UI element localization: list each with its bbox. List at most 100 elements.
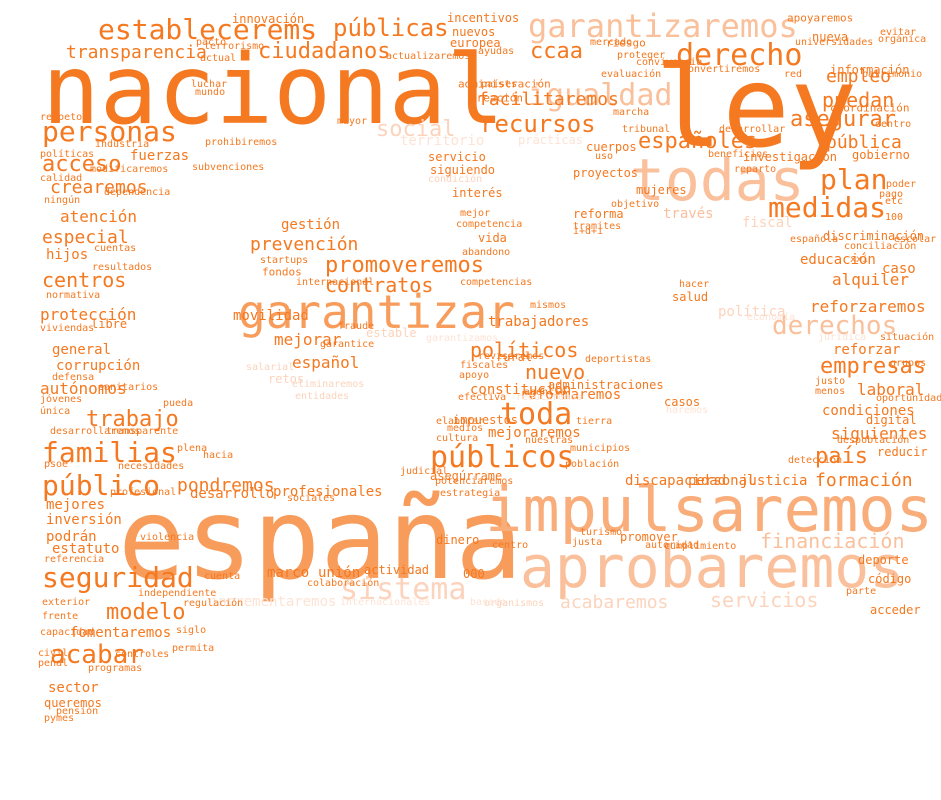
word: coordinación xyxy=(830,101,910,115)
word: tramites xyxy=(573,221,622,232)
word: mejorar xyxy=(274,330,342,349)
word: condición xyxy=(428,174,483,185)
word: dependencia xyxy=(104,187,171,198)
word: reforzar xyxy=(833,342,901,358)
word: mejores xyxy=(46,497,106,513)
word: efectiva xyxy=(458,392,507,403)
word: tierra xyxy=(576,416,613,427)
word: españa xyxy=(118,475,523,605)
word: inversión xyxy=(46,512,122,528)
word: internacionales xyxy=(340,597,431,608)
word: i+d+i xyxy=(573,226,604,237)
word: centros xyxy=(42,268,127,292)
word: europea xyxy=(450,36,501,50)
word: acabaremos xyxy=(560,592,669,613)
word: gobierno xyxy=(852,148,910,162)
word: especial xyxy=(42,227,129,248)
word: respeto xyxy=(40,112,83,123)
word: jóvenes xyxy=(40,394,83,405)
word: controles xyxy=(115,649,170,660)
word: información xyxy=(830,63,910,77)
word: universidades xyxy=(795,37,874,48)
word: ayudas xyxy=(478,46,515,57)
word: transparente xyxy=(106,426,179,437)
word: crearemos xyxy=(50,177,148,198)
word: todas xyxy=(630,146,805,214)
word: promoveremos xyxy=(325,253,484,278)
word: general xyxy=(52,342,112,358)
word: calidad xyxy=(40,173,83,184)
word: objetivo xyxy=(611,199,660,210)
word: política xyxy=(718,304,786,320)
word: modelo xyxy=(106,600,186,625)
word: podrán xyxy=(46,529,97,545)
word: investigación xyxy=(743,150,837,164)
word: marco xyxy=(267,565,310,581)
word: 000 xyxy=(463,567,485,581)
word: desarrollar xyxy=(719,124,786,135)
word: innovación xyxy=(232,12,305,26)
word: salarial xyxy=(246,362,295,373)
word: pensión xyxy=(56,706,99,717)
word: vida xyxy=(478,231,507,245)
word: actividad xyxy=(364,563,430,577)
word: autónomos xyxy=(40,379,127,398)
word: siglo xyxy=(176,625,207,636)
word: formación xyxy=(815,470,913,491)
word: marcha xyxy=(613,107,650,118)
word: permita xyxy=(172,643,215,654)
word: frente xyxy=(42,611,79,622)
word: prevención xyxy=(250,234,359,255)
word: evaluación xyxy=(601,69,662,80)
word: oportunidades xyxy=(876,393,941,404)
word: través xyxy=(663,206,714,222)
word: estatuto xyxy=(52,541,120,557)
word: territorio xyxy=(400,133,485,149)
word: independiente xyxy=(138,588,217,599)
word: jurídica xyxy=(818,332,867,343)
word: situación xyxy=(880,332,935,343)
word: pondremos xyxy=(177,475,275,496)
word: evitar xyxy=(880,27,917,38)
word: centro xyxy=(492,540,529,551)
word: puedan xyxy=(822,88,895,112)
word: desarrollaremos xyxy=(50,426,141,437)
word: nuestras xyxy=(525,435,574,446)
word: regulación xyxy=(183,598,244,609)
word: viviendas xyxy=(40,323,95,334)
word: código xyxy=(868,572,912,586)
word: mercado xyxy=(590,37,633,48)
word: pública xyxy=(826,132,902,153)
word: cuentas xyxy=(94,243,137,254)
word: exterior xyxy=(42,597,91,608)
word: asegurar xyxy=(790,107,896,132)
word: 100 xyxy=(885,212,904,223)
word: profesional xyxy=(110,487,177,498)
word: acabar xyxy=(50,640,144,670)
word: española xyxy=(790,234,839,245)
word: toda xyxy=(500,397,573,432)
word: actual xyxy=(200,53,237,64)
word: medios xyxy=(447,423,484,434)
word: español xyxy=(292,353,360,372)
word: plena xyxy=(177,443,208,454)
word: población xyxy=(565,459,620,470)
word: incrementaremos xyxy=(210,594,337,610)
word: empleo xyxy=(826,66,892,87)
word: terrorismo xyxy=(204,41,265,52)
word: defensa xyxy=(52,372,95,383)
word: justa xyxy=(572,537,603,548)
word: personal xyxy=(688,473,756,489)
word: revisaremos xyxy=(478,351,545,362)
word: discapacidad xyxy=(625,473,727,489)
word: penal xyxy=(38,658,69,669)
word: derechos xyxy=(772,311,898,341)
word: desarrollo xyxy=(190,486,275,502)
word: sociales xyxy=(287,493,336,504)
word: profesionales xyxy=(273,484,383,500)
word: apoyo xyxy=(459,370,490,381)
word: sistema xyxy=(340,572,467,607)
word: escolar xyxy=(894,234,937,245)
word: impulsaremos xyxy=(485,473,933,546)
word: convivencia xyxy=(636,57,703,68)
